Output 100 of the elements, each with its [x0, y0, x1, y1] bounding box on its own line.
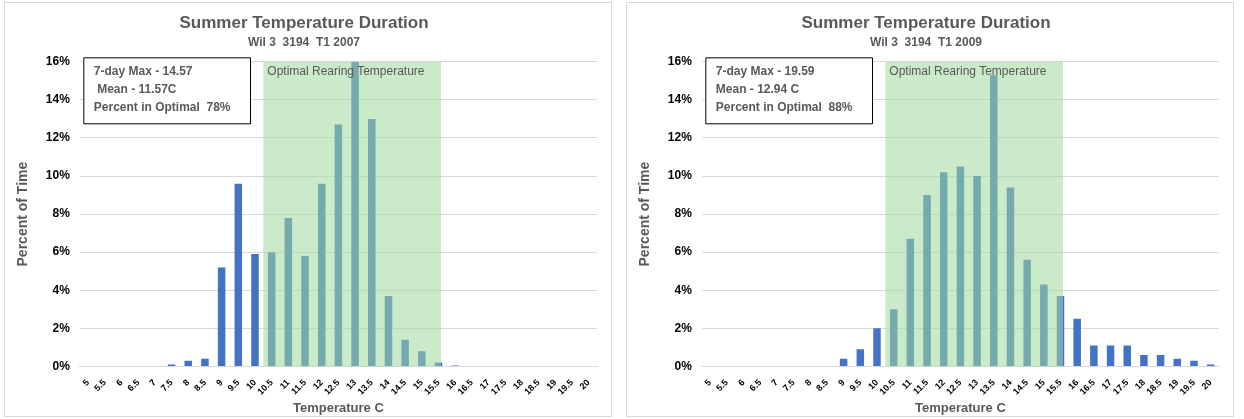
- y-tick-label: 14%: [667, 92, 693, 107]
- bar: [906, 238, 915, 366]
- x-tick-label: 18: [510, 377, 526, 392]
- x-tick-label: 19: [544, 377, 559, 392]
- y-tick-label: 12%: [667, 130, 693, 145]
- x-tick-label: 11: [899, 377, 914, 392]
- bar: [1140, 354, 1148, 366]
- bar: [401, 339, 409, 366]
- x-tick-label: 5.5: [714, 377, 731, 394]
- x-tick-label: 16: [444, 377, 459, 392]
- x-tick-label: 17: [477, 377, 492, 392]
- x-tick-label: 9: [214, 377, 225, 388]
- bar: [234, 183, 243, 366]
- bar: [1056, 295, 1065, 366]
- x-tick-label: 7: [147, 377, 159, 388]
- bar: [317, 183, 326, 366]
- x-tick-label: 6: [114, 377, 125, 388]
- x-tick-label: 10: [866, 377, 881, 392]
- x-axis-title: Temperature C: [293, 399, 385, 415]
- x-tick-label: 7: [769, 377, 781, 388]
- y-tick-label: 8%: [674, 206, 693, 221]
- x-tick-label: 8.5: [814, 377, 831, 394]
- bar: [251, 254, 259, 366]
- x-tick-label: 18: [1132, 377, 1148, 392]
- x-tick-label: 16: [1066, 377, 1081, 392]
- x-tick-label: 6.5: [747, 377, 764, 394]
- y-tick-label: 16%: [45, 54, 71, 69]
- bar: [873, 328, 881, 366]
- chart-subtitle: Wil 3 3194 T1 2009: [870, 34, 983, 49]
- annotation: Percent in Optimal 88%: [715, 100, 853, 115]
- x-tick-label: 5.5: [92, 377, 109, 394]
- y-tick-label: 6%: [52, 244, 71, 259]
- x-tick-label: 9.5: [847, 377, 864, 394]
- y-tick-label: 0%: [52, 358, 71, 373]
- bar: [923, 195, 931, 366]
- chart-subtitle: Wil 3 3194 T1 2007: [248, 34, 361, 49]
- bar: [301, 255, 309, 366]
- x-tick-label: 7.5: [780, 377, 797, 394]
- y-axis-title: Percent of Time: [14, 161, 31, 267]
- x-tick-label: 15: [410, 377, 425, 392]
- bar: [973, 176, 981, 366]
- bar: [956, 166, 965, 366]
- x-tick-label: 12: [310, 377, 325, 392]
- x-tick-label: 20: [577, 377, 592, 392]
- x-tick-label: 20: [1199, 377, 1214, 392]
- bar: [1006, 187, 1015, 366]
- x-tick-label: 8.5: [192, 377, 209, 394]
- y-tick-label: 2%: [52, 320, 71, 335]
- bar: [1106, 345, 1115, 366]
- annotation: Percent in Optimal 78%: [93, 100, 231, 115]
- bar: [334, 124, 343, 366]
- x-tick-label: 17: [1099, 377, 1114, 392]
- x-tick-label: 10: [244, 377, 259, 392]
- x-tick-label: 14: [377, 377, 392, 392]
- x-tick-label: 11: [277, 377, 292, 392]
- x-tick-label: 7.5: [158, 377, 175, 394]
- bar: [1190, 360, 1198, 366]
- x-tick-label: 5: [80, 377, 92, 388]
- x-tick-label: 6: [736, 377, 747, 388]
- x-tick-label: 9.5: [225, 377, 242, 394]
- annotation: 7-day Max - 14.57: [93, 64, 193, 79]
- y-tick-label: 4%: [674, 282, 693, 297]
- bar: [939, 172, 948, 366]
- y-tick-label: 12%: [45, 130, 71, 145]
- bar: [1023, 259, 1031, 366]
- y-tick-label: 8%: [52, 206, 71, 221]
- bar: [839, 358, 848, 366]
- y-tick-label: 6%: [674, 244, 693, 259]
- bar: [418, 351, 426, 366]
- bar: [856, 349, 865, 366]
- bar: [889, 309, 898, 366]
- y-axis-title: Percent of Time: [636, 161, 653, 267]
- annotation: Mean - 12.94 C: [715, 82, 800, 97]
- x-axis-title: Temperature C: [915, 399, 1007, 415]
- annotation: Mean - 11.57C: [93, 82, 177, 97]
- bar: [1173, 358, 1182, 366]
- x-tick-label: 5: [702, 377, 714, 388]
- y-tick-label: 4%: [52, 282, 71, 297]
- bar: [368, 118, 376, 366]
- bar: [384, 295, 393, 366]
- bar: [201, 358, 209, 366]
- bar: [1123, 345, 1131, 366]
- x-tick-label: 13: [966, 377, 981, 392]
- y-tick-label: 16%: [667, 54, 693, 69]
- x-tick-label: 6.5: [125, 377, 142, 394]
- y-tick-label: 14%: [45, 92, 71, 107]
- band-label: Optimal Rearing Temperature: [889, 64, 1047, 79]
- chart-title: Summer Temperature Duration: [801, 12, 1051, 32]
- chart-title: Summer Temperature Duration: [179, 12, 429, 32]
- bar: [351, 61, 359, 366]
- x-tick-label: 9: [836, 377, 847, 388]
- y-tick-label: 0%: [674, 358, 693, 373]
- bar: [1156, 354, 1165, 366]
- x-tick-label: 15: [1032, 377, 1047, 392]
- bar: [1090, 345, 1098, 366]
- x-tick-label: 12: [932, 377, 947, 392]
- x-tick-label: 13: [344, 377, 359, 392]
- x-tick-label: 8: [180, 377, 192, 388]
- x-tick-label: 14: [999, 377, 1014, 392]
- y-tick-label: 2%: [674, 320, 693, 335]
